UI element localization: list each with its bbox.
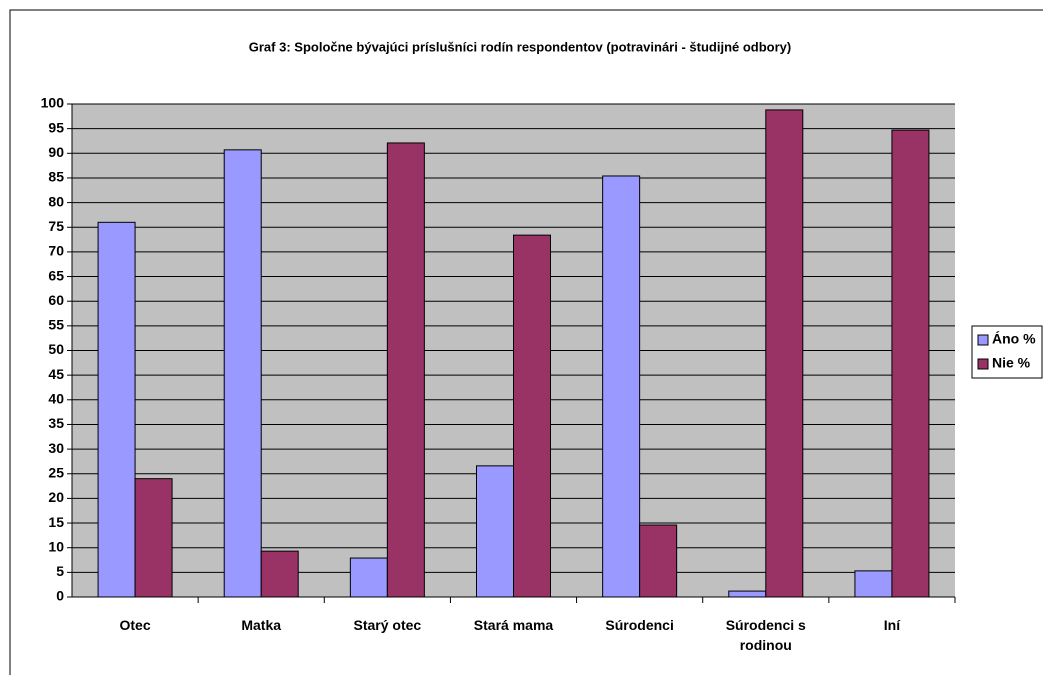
- x-tick-label: Súrodenci: [605, 617, 674, 633]
- y-tick-label: 80: [48, 193, 64, 209]
- bar: [349, 557, 388, 598]
- y-tick-label: 85: [48, 169, 64, 185]
- y-tick-label: 90: [48, 144, 64, 160]
- x-tick-label: Stará mama: [473, 617, 554, 633]
- legend-swatch: [977, 334, 989, 346]
- y-tick-label: 55: [48, 317, 64, 333]
- chart-title: Graf 3: Spoločne bývajúci príslušníci ro…: [249, 39, 791, 54]
- y-tick-label: 95: [48, 119, 64, 135]
- x-tick-label: Otec: [119, 617, 151, 633]
- bar: [386, 142, 425, 598]
- bar: [765, 109, 804, 598]
- x-tick-label: Iní: [883, 617, 901, 633]
- y-tick-label: 45: [48, 366, 64, 382]
- y-tick-label: 100: [41, 95, 65, 111]
- y-tick-label: 15: [48, 514, 64, 530]
- bar: [854, 570, 893, 598]
- y-tick-label: 35: [48, 415, 64, 431]
- x-tick-label: Starý otec: [353, 617, 422, 633]
- bar: [476, 465, 514, 598]
- y-tick-label: 60: [48, 292, 64, 308]
- y-tick-label: 5: [56, 563, 64, 579]
- bar: [602, 175, 641, 598]
- y-tick-label: 75: [48, 218, 64, 234]
- bar: [134, 478, 173, 598]
- bar: [97, 221, 136, 598]
- y-tick-label: 25: [48, 464, 64, 480]
- y-tick-label: 70: [48, 243, 64, 259]
- bar: [639, 524, 678, 598]
- y-tick-label: 30: [48, 440, 64, 456]
- x-tick-label: Súrodenci s rodinou: [725, 617, 806, 653]
- y-tick-label: 40: [48, 391, 64, 407]
- y-tick-label: 20: [48, 489, 64, 505]
- legend-label: Nie %: [992, 355, 1031, 371]
- legend-label: Áno %: [992, 331, 1036, 347]
- bar: [260, 550, 299, 598]
- y-tick-label: 0: [56, 588, 64, 604]
- y-tick-label: 10: [48, 538, 64, 554]
- y-tick-label: 65: [48, 267, 64, 283]
- y-tick-label: 50: [48, 341, 64, 357]
- bar: [891, 129, 930, 598]
- bar: [513, 234, 551, 598]
- bar: [728, 590, 767, 598]
- x-tick-label: Matka: [241, 617, 282, 633]
- bar: [223, 149, 262, 598]
- legend-swatch: [977, 358, 989, 370]
